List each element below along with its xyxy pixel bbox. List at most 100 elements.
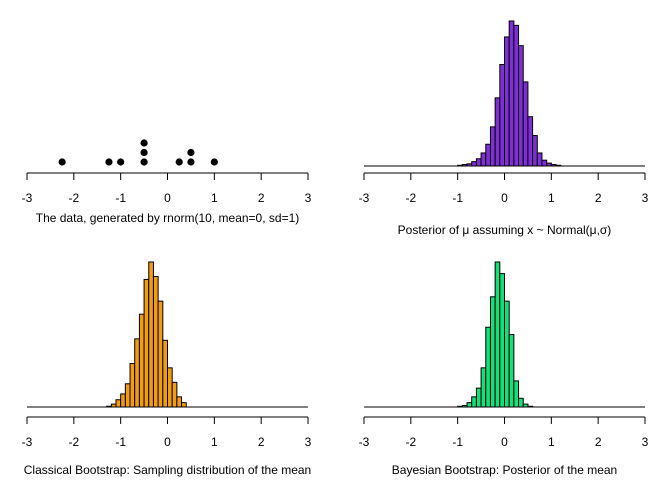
x-tick-label: -2	[68, 435, 79, 449]
histogram-bar	[471, 161, 477, 167]
histogram-bar	[527, 116, 534, 167]
data-point	[187, 148, 195, 157]
histogram-bar	[106, 405, 112, 408]
x-tick-label: -3	[22, 191, 33, 205]
x-tick-label: 2	[258, 435, 265, 449]
x-tick-label: 1	[548, 435, 555, 449]
x-tick-label: -1	[452, 435, 463, 449]
histogram-bar	[480, 152, 487, 167]
x-axis-label: The data, generated by rnorm(10, mean=0,…	[36, 211, 300, 225]
histogram-bar	[120, 393, 126, 408]
histogram-bar	[518, 45, 524, 167]
panel-4: -3 -2 -1 0 1 2 3 Bayesian Bootstrap: Posterior …	[359, 261, 649, 477]
histogram-bar	[508, 20, 515, 167]
histogram-bar	[148, 261, 154, 408]
histogram-bar	[499, 273, 506, 408]
histogram-bar	[546, 162, 552, 167]
x-tick-label: -1	[115, 435, 126, 449]
x-tick-label: 1	[211, 191, 218, 205]
data-point	[117, 158, 125, 166]
x-tick-label: -1	[115, 191, 126, 205]
histogram-bar	[471, 396, 477, 408]
histogram-bar	[485, 326, 491, 408]
histogram-bar	[513, 24, 520, 167]
histogram-bar	[138, 313, 145, 408]
histogram-bar	[461, 405, 468, 408]
data-point	[210, 158, 218, 166]
x-tick-label: -3	[359, 191, 370, 205]
x-axis-label: Posterior of μ assuming x ~ Normal(μ,σ)	[398, 223, 612, 237]
histogram-bar	[550, 164, 557, 167]
histogram-bar	[480, 367, 487, 408]
histogram-bar	[508, 334, 515, 408]
histogram-bar	[110, 403, 117, 408]
x-tick-label: 0	[164, 191, 171, 205]
histogram-bar	[485, 143, 491, 167]
data-point	[140, 148, 148, 157]
x-tick-label: 3	[305, 435, 312, 449]
histogram-bar	[457, 164, 463, 167]
x-tick-label: -2	[405, 191, 416, 205]
x-tick-label: 0	[164, 435, 171, 449]
histogram-bar	[475, 158, 482, 167]
x-tick-label: -2	[68, 191, 79, 205]
histogram-bar	[129, 363, 136, 408]
histogram-bar	[466, 163, 473, 167]
histogram-bar	[176, 396, 183, 408]
data-point	[140, 139, 148, 147]
histogram-bar	[489, 296, 496, 408]
data-point	[140, 158, 148, 166]
histogram-bar	[489, 126, 496, 167]
histogram-bar	[157, 300, 164, 408]
histogram-bar	[134, 338, 140, 408]
panel-3: -3 -2 -1 0 1 2 3 Classical Bootstrap: Sampling …	[22, 261, 312, 477]
x-tick-label: 3	[642, 435, 649, 449]
histogram-bar	[513, 380, 520, 408]
x-tick-label: 2	[595, 435, 602, 449]
histogram-bar	[457, 405, 463, 408]
histogram-bar	[494, 97, 501, 167]
histogram-bar	[522, 81, 529, 167]
x-axis-label: Bayesian Bootstrap: Posterior of the mea…	[392, 463, 617, 477]
histogram-bar	[504, 36, 510, 167]
histogram-bar	[181, 402, 187, 408]
histogram-bar	[167, 367, 173, 408]
panel-2: -3 -2 -1 0 1 2 3 Posterior of μ assuming x ~ No…	[359, 20, 649, 237]
data-point	[175, 158, 183, 166]
x-tick-label: 3	[305, 191, 312, 205]
histogram-bar	[541, 159, 548, 167]
histogram-bar	[162, 339, 168, 408]
histogram-bar	[152, 276, 159, 408]
histogram-bar	[532, 135, 538, 167]
x-tick-label: -1	[452, 191, 463, 205]
histogram-bar	[527, 405, 534, 408]
x-tick-label: -2	[405, 435, 416, 449]
histogram-bar	[504, 300, 510, 408]
histogram-bar	[494, 261, 501, 408]
histogram-bar	[466, 402, 473, 408]
x-tick-label: 1	[211, 435, 218, 449]
histogram-bar	[518, 397, 524, 408]
x-tick-label: 3	[642, 191, 649, 205]
histogram-bar	[115, 399, 122, 408]
x-tick-label: -3	[22, 435, 33, 449]
x-tick-label: 1	[548, 191, 555, 205]
x-tick-label: -3	[359, 435, 370, 449]
x-tick-label: 2	[595, 191, 602, 205]
data-point	[105, 158, 113, 166]
x-tick-label: 0	[501, 191, 508, 205]
x-tick-label: 0	[501, 435, 508, 449]
data-point	[58, 158, 66, 166]
histogram-bar	[536, 152, 543, 167]
histogram-bar	[143, 278, 150, 408]
x-tick-label: 2	[258, 191, 265, 205]
histogram-bar	[499, 64, 506, 167]
histogram-bar	[475, 387, 482, 408]
panel-1: -3 -2 -1 0 1 2 3 The data, generated by rnorm(1…	[22, 139, 312, 225]
histogram-bar	[522, 403, 529, 408]
histogram-bar	[171, 381, 178, 408]
x-axis-label: Classical Bootstrap: Sampling distributi…	[24, 463, 311, 477]
histogram-bar	[555, 164, 562, 167]
data-point	[187, 158, 195, 166]
